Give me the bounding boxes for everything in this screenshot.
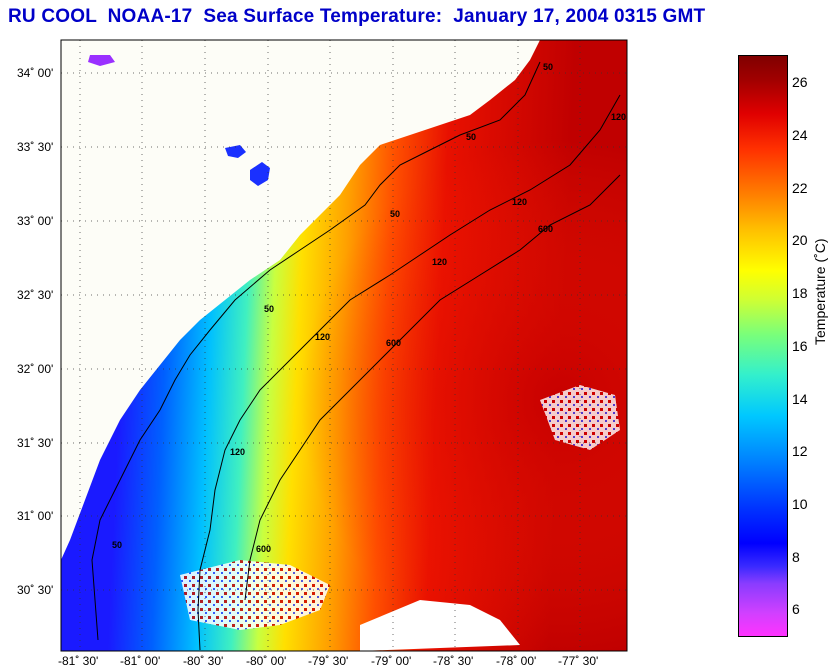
contour-label-50-e: 50 [112,540,122,550]
north-inland-water [88,55,115,66]
map-frame [60,39,628,652]
lon-label-80-30: -80˚ 30' [183,654,224,668]
contour-label-600-a: 600 [538,224,553,234]
colorbar-gradient [738,55,788,637]
lat-label-31-30: 31˚ 30' [17,436,54,450]
contour-label-50-d: 50 [264,304,274,314]
lat-label-30-30: 30˚ 30' [17,583,54,597]
lat-label-31-00: 31˚ 00' [17,509,54,523]
colorbar-tick-26: 26 [792,74,808,90]
colorbar-tick-6: 6 [792,601,800,617]
lat-label-33-30: 33˚ 30' [17,140,54,154]
contour-label-50-a: 50 [543,62,553,72]
colorbar-tick-20: 20 [792,232,808,248]
contour-label-50-b: 50 [466,132,476,142]
lon-label-78-00: -78˚ 00' [496,654,537,668]
colorbar-label: Temperature (˚C) [812,238,828,345]
colorbar-tick-14: 14 [792,391,808,407]
contour-label-120-b: 120 [512,197,527,207]
contour-label-120-c: 120 [432,257,447,267]
lon-label-81-00: -81˚ 00' [120,654,161,668]
colorbar-tick-12: 12 [792,443,808,459]
isobath-120 [197,94,621,651]
colorbar-tick-18: 18 [792,285,808,301]
colorbar-tick-10: 10 [792,496,808,512]
cloud-patch-east [540,385,620,450]
cloud-patch-south2 [360,600,520,651]
lon-label-81-30: -81˚ 30' [58,654,99,668]
contour-label-600-c: 600 [256,544,271,554]
land-mass [61,40,540,560]
lake-marion [250,162,270,186]
map-title: RU COOL NOAA-17 Sea Surface Temperature:… [8,6,706,27]
isobath-50 [91,61,541,641]
contour-label-50-c: 50 [390,209,400,219]
lon-label-78-30: -78˚ 30' [433,654,474,668]
contour-label-600-b: 600 [386,338,401,348]
colorbar-tick-16: 16 [792,338,808,354]
contour-label-120-e: 120 [230,447,245,457]
contour-labels: 50 50 50 50 50 120 120 120 120 120 600 6… [112,62,626,554]
lat-label-33-00: 33˚ 00' [17,214,54,228]
lat-label-34-00: 34˚ 00' [17,66,54,80]
lon-label-77-30: -77˚ 30' [558,654,599,668]
lat-label-32-30: 32˚ 30' [17,288,54,302]
contour-label-120-d: 120 [315,332,330,342]
colorbar [738,55,788,638]
isobath-600 [244,174,621,601]
cloud-patch-south [180,560,330,630]
colorbar-tick-24: 24 [792,127,808,143]
lon-label-79-30: -79˚ 30' [308,654,349,668]
lat-label-32-00: 32˚ 00' [17,362,54,376]
lon-label-79-00: -79˚ 00' [371,654,412,668]
colorbar-tick-22: 22 [792,180,808,196]
colorbar-tick-8: 8 [792,549,800,565]
lake-moultrie [225,145,246,158]
contour-label-120-a: 120 [611,112,626,122]
lon-label-80-00: -80˚ 00' [246,654,287,668]
